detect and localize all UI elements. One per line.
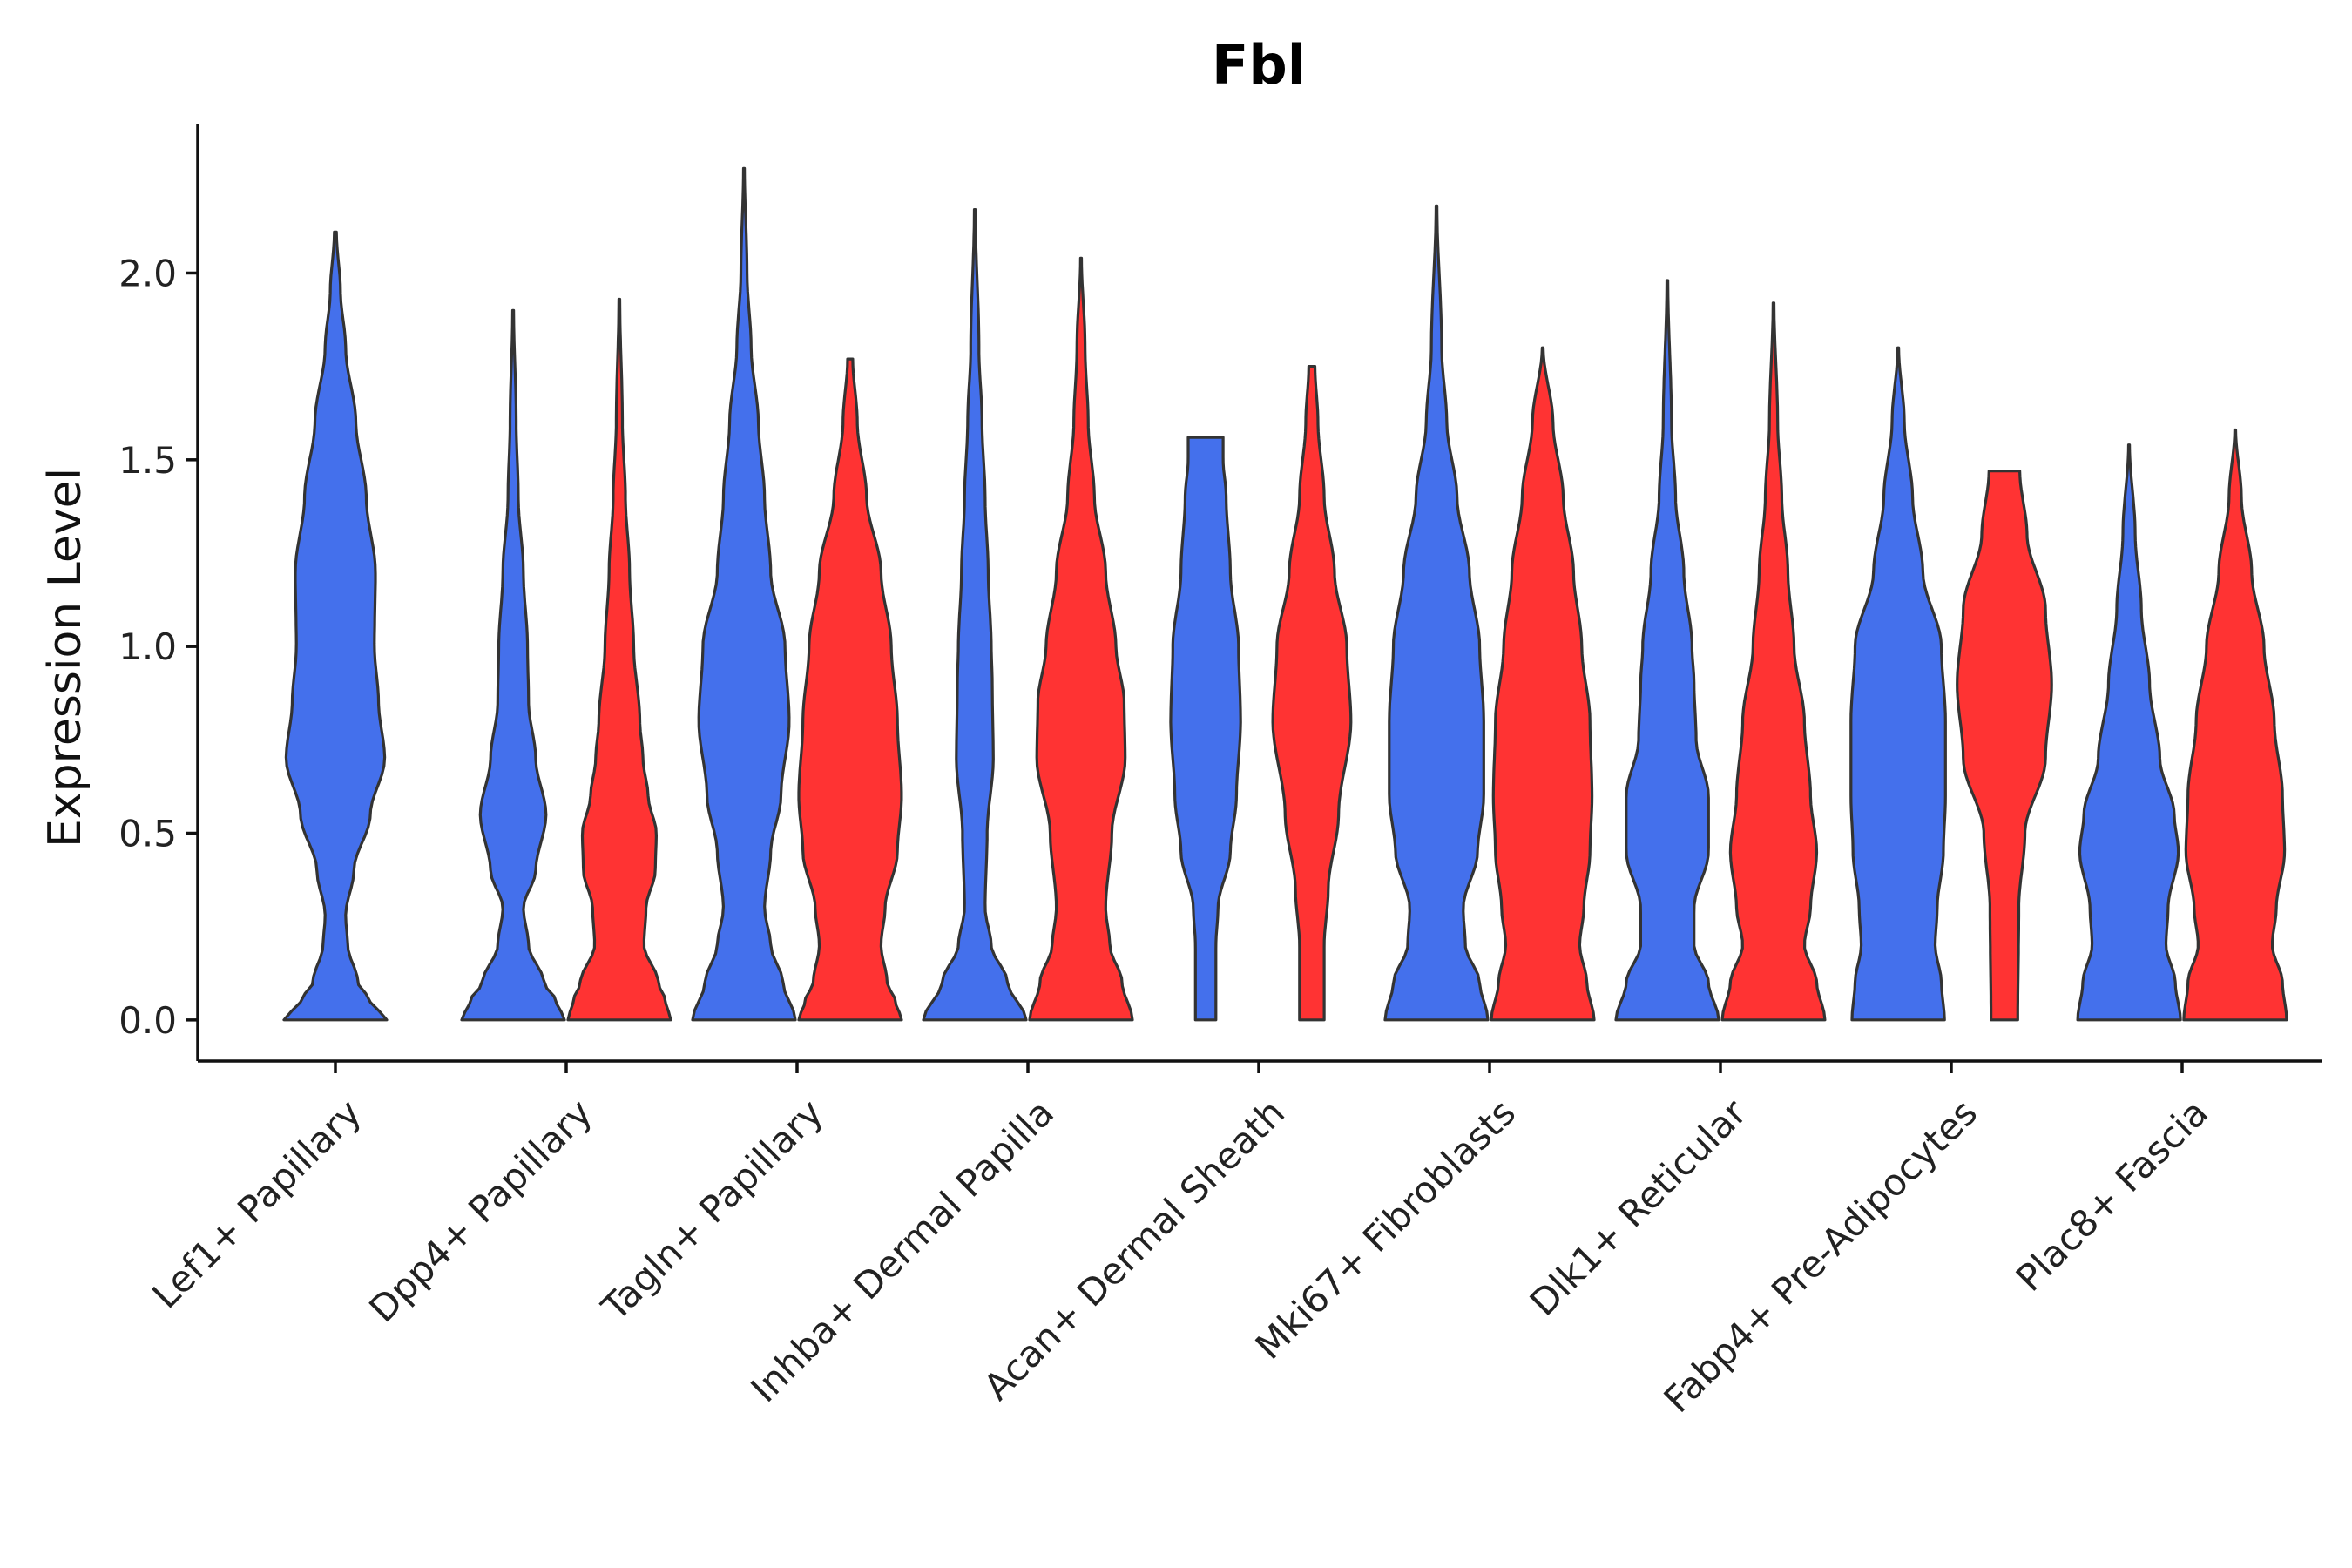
- violin-mki67-fibroblasts-red: [1490, 346, 1596, 1022]
- violin-inhba-dermal-papilla-red: [1028, 256, 1134, 1022]
- chart-title: Fbl: [1212, 33, 1306, 97]
- violin-dpp4-papillary-blue: [460, 308, 566, 1022]
- violin-fabp4-pre-adipocytes-red: [1956, 470, 2053, 1022]
- y-tick-label: 1.0: [118, 625, 177, 668]
- violin-mki67-fibroblasts-blue: [1383, 204, 1490, 1022]
- violin-acan-dermal-sheath-blue: [1169, 436, 1242, 1022]
- x-tick-label: Tagln+ Papillary: [593, 1091, 831, 1328]
- violin-dlk1-reticular-blue: [1614, 279, 1720, 1022]
- violin-lef1-papillary-blue: [282, 230, 389, 1022]
- x-tick-label: Dlk1+ Reticular: [1522, 1091, 1755, 1324]
- x-tick-label: Plac8+ Fascia: [2008, 1091, 2216, 1299]
- violin-plac8-fascia-red: [2182, 428, 2288, 1022]
- violin-dlk1-reticular-red: [1720, 301, 1827, 1022]
- violin-dpp4-papillary-red: [566, 297, 672, 1022]
- x-tick-label: Mki67+ Fibroblasts: [1247, 1091, 1524, 1367]
- violins-layer: [282, 166, 2288, 1022]
- x-tick-label: Lef1+ Papillary: [144, 1091, 369, 1316]
- violin-inhba-dermal-papilla-blue: [922, 208, 1028, 1022]
- violin-fabp4-pre-adipocytes-blue: [1849, 346, 1947, 1022]
- y-tick-label: 0.5: [118, 813, 177, 855]
- y-axis-ticks: 0.0 0.5 1.0 1.5 2.0: [118, 252, 198, 1042]
- violin-plac8-fascia-blue: [2076, 443, 2182, 1022]
- y-tick-label: 1.5: [118, 439, 177, 482]
- violin-acan-dermal-sheath-red: [1271, 365, 1353, 1022]
- y-tick-label: 0.0: [118, 999, 177, 1042]
- x-tick-label: Dpp4+ Papillary: [361, 1091, 600, 1330]
- y-tick-label: 2.0: [118, 252, 177, 294]
- violin-tagln-papillary-red: [797, 357, 903, 1022]
- violin-tagln-papillary-blue: [691, 166, 797, 1022]
- y-axis-label: Expression Level: [39, 468, 91, 848]
